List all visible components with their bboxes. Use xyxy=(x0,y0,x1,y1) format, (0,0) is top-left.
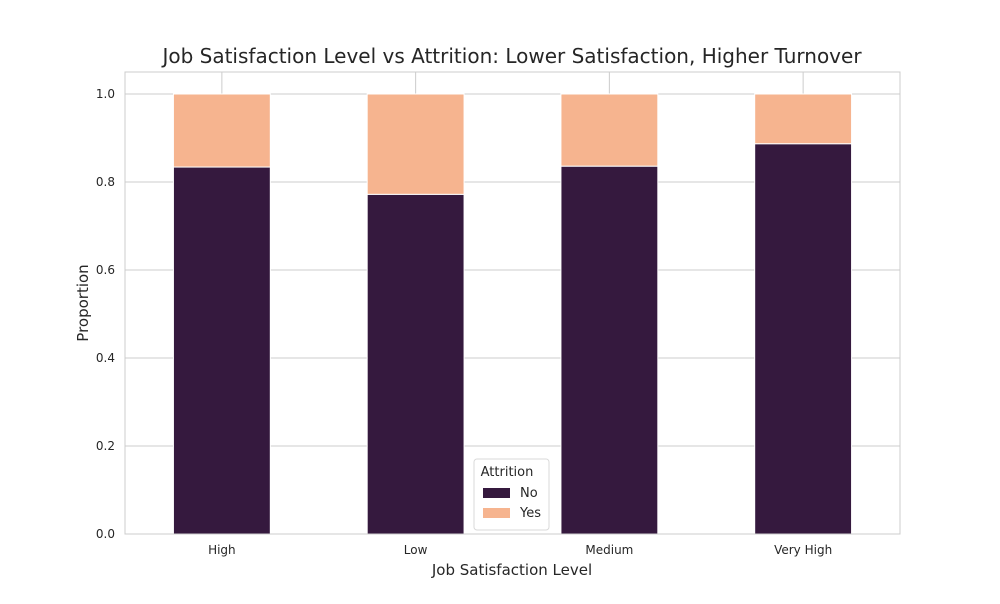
y-axis-label: Proportion xyxy=(74,264,92,341)
x-tick-label: Very High xyxy=(774,543,832,557)
legend-swatch-yes xyxy=(483,508,510,518)
legend-swatch-no xyxy=(483,488,510,498)
x-axis-label: Job Satisfaction Level xyxy=(431,561,592,579)
chart-title: Job Satisfaction Level vs Attrition: Low… xyxy=(160,44,862,68)
bar-yes-very-high xyxy=(754,93,853,145)
legend-label-no: No xyxy=(520,486,538,501)
bar-yes-low xyxy=(366,93,465,195)
ticks-layer: 0.0 0.2 0.4 0.6 0.8 1.0 High Low Medium Very High xyxy=(96,87,832,557)
y-tick-label: 1.0 xyxy=(96,87,115,101)
legend: Attrition No Yes xyxy=(473,458,550,531)
plot-frame xyxy=(124,71,901,535)
y-tick-label: 0.4 xyxy=(96,351,115,365)
x-tick-label: High xyxy=(208,543,236,557)
x-tick-label: Low xyxy=(404,543,428,557)
y-tick-label: 0.2 xyxy=(96,439,115,453)
x-tick-label: Medium xyxy=(585,543,633,557)
y-tick-label: 0.8 xyxy=(96,175,115,189)
bar-no-low xyxy=(366,193,465,535)
legend-label-yes: Yes xyxy=(519,506,541,521)
bar-no-high xyxy=(172,166,271,535)
y-tick-label: 0.0 xyxy=(96,527,115,541)
bar-yes-high xyxy=(172,93,271,168)
bar-no-very-high xyxy=(754,143,853,535)
bar-no-medium xyxy=(560,165,659,535)
y-tick-label: 0.6 xyxy=(96,263,115,277)
bar-yes-medium xyxy=(560,93,659,167)
legend-title: Attrition xyxy=(481,465,534,480)
